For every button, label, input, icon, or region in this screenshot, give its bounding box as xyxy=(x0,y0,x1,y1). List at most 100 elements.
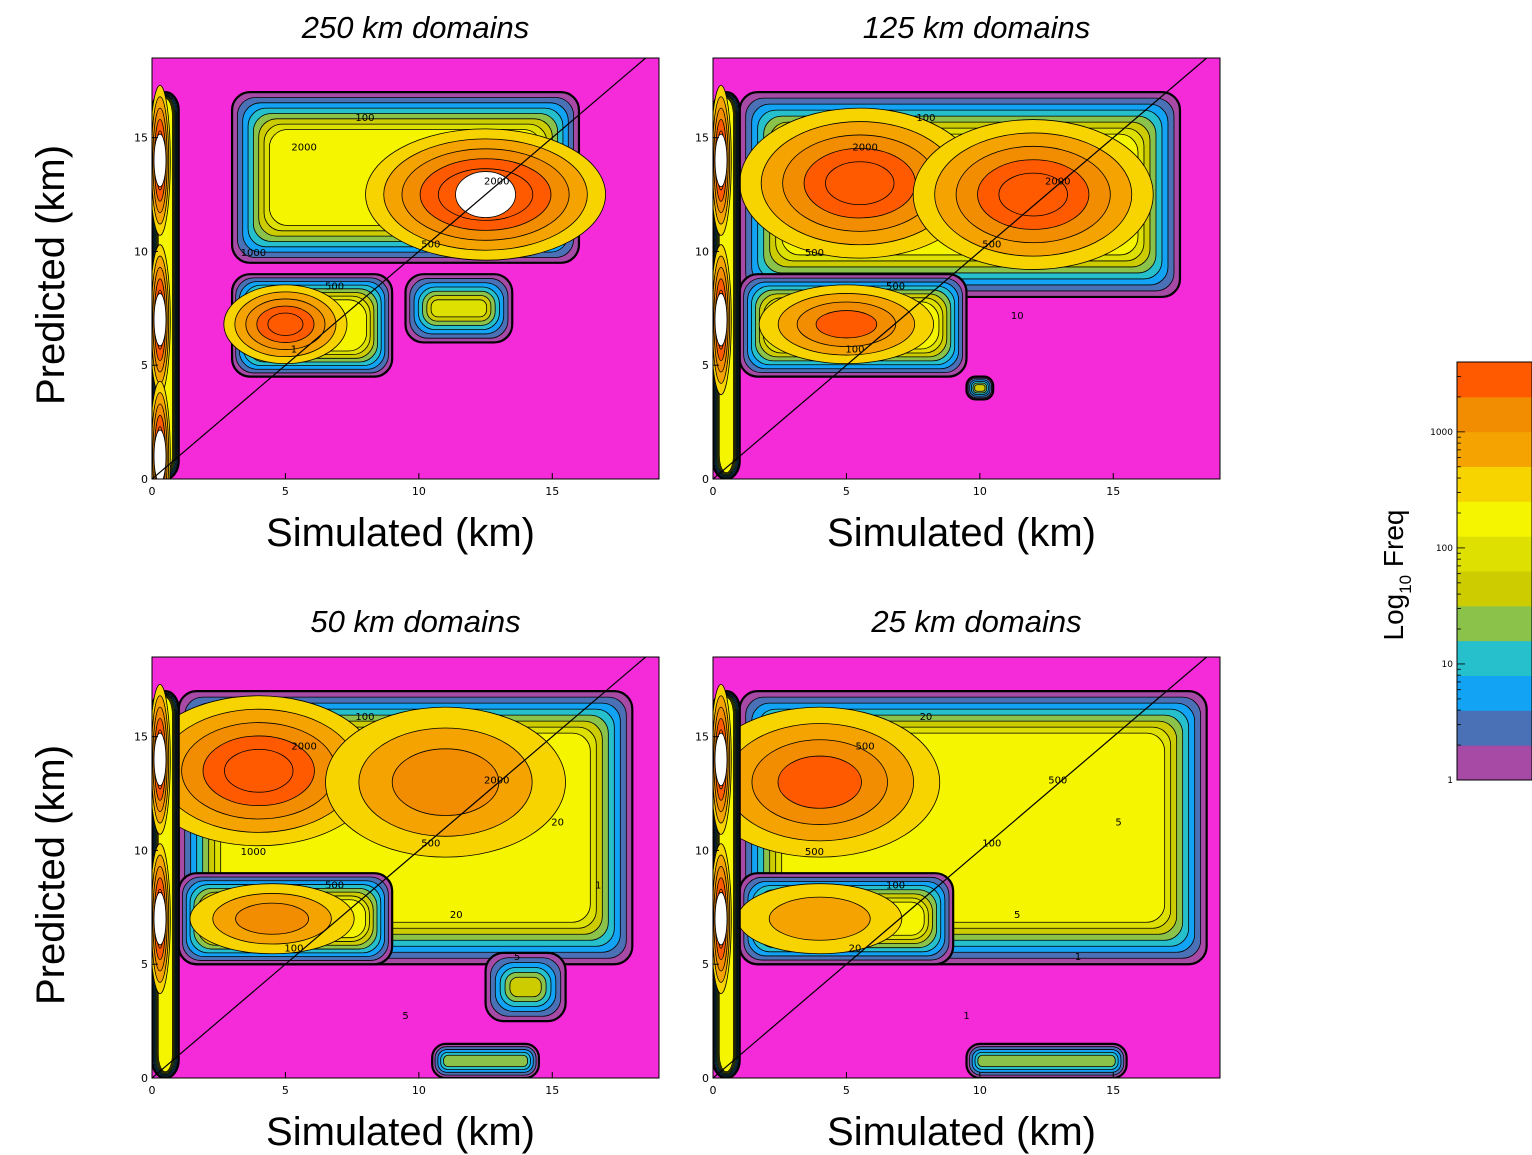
contour-label: 500 xyxy=(856,742,875,753)
x-tick-label: 15 xyxy=(545,485,559,498)
contour-peak xyxy=(777,755,862,809)
region-4 xyxy=(431,1042,541,1078)
ylabel-top: Predicted (km) xyxy=(29,145,73,405)
contour-label: 2000 xyxy=(1045,176,1070,187)
colorbar: 1 10 100 1000 xyxy=(1430,361,1532,786)
colorbar-band xyxy=(1457,640,1532,676)
contour-label: 1000 xyxy=(241,847,266,858)
colorbar-band xyxy=(1457,605,1532,642)
contour-label: 1 xyxy=(1075,952,1081,963)
contour-label: 100 xyxy=(284,944,303,955)
contour-label: 100 xyxy=(845,345,864,356)
contour-label: 500 xyxy=(325,282,344,293)
contour-label: 1 xyxy=(963,1011,969,1022)
colorbar-band xyxy=(1457,536,1532,572)
contour-label: 10 xyxy=(1011,311,1024,322)
region-3 xyxy=(484,951,567,1023)
y-tick-label: 0 xyxy=(702,473,709,486)
contour-max xyxy=(153,892,167,946)
contour-label: 500 xyxy=(421,838,440,849)
region-5 xyxy=(152,684,180,1078)
x-tick-label: 0 xyxy=(710,485,717,498)
colorbar-title-main: Log xyxy=(1378,594,1409,641)
region-2 xyxy=(737,872,955,966)
contour-field: 2000 2000 500 500 500 100 100 10 xyxy=(713,58,1208,479)
y-tick-label: 10 xyxy=(134,844,148,857)
colorbar-tick-label: 100 xyxy=(1436,544,1453,554)
contour-max xyxy=(153,732,167,787)
panel-title: 50 km domains xyxy=(310,604,520,639)
contour-field: 2000 2000 1000 500 500 100 1 xyxy=(152,58,647,479)
contour-band xyxy=(977,1054,1116,1068)
contour-label: 2000 xyxy=(484,775,509,786)
contour-label: 20 xyxy=(920,712,933,723)
contour-peak xyxy=(391,748,500,816)
contour-band xyxy=(974,384,986,392)
region-3 xyxy=(965,1042,1128,1078)
contour-label: 100 xyxy=(916,113,935,124)
x-tick-label: 5 xyxy=(843,485,850,498)
x-tick-label: 10 xyxy=(412,1084,426,1097)
y-tick-label: 15 xyxy=(695,731,709,744)
colorbar-title-suffix: Freq xyxy=(1378,510,1409,575)
contour-label: 5 xyxy=(402,1011,408,1022)
contour-label: 1 xyxy=(291,345,297,356)
colorbar-band xyxy=(1457,710,1532,746)
contour-max xyxy=(153,133,167,188)
region-2 xyxy=(223,273,394,378)
y-tick-label: 15 xyxy=(134,731,148,744)
contour-label: 2000 xyxy=(291,143,316,154)
region-1 xyxy=(230,91,606,264)
y-tick-label: 5 xyxy=(702,359,709,372)
region-4 xyxy=(713,85,741,479)
contour-label: 5 xyxy=(514,952,520,963)
x-tick-label: 5 xyxy=(282,1084,289,1097)
contour-label: 20 xyxy=(551,817,564,828)
contour-band xyxy=(509,976,542,998)
contour-label: 100 xyxy=(355,113,374,124)
contour-band xyxy=(443,1054,528,1068)
x-tick-label: 15 xyxy=(1106,485,1120,498)
contour-label: 500 xyxy=(886,282,905,293)
panel-title: 125 km domains xyxy=(863,10,1090,45)
x-tick-label: 10 xyxy=(973,485,987,498)
x-axis-label: Simulated (km) xyxy=(266,511,535,555)
y-tick-label: 5 xyxy=(141,958,148,971)
contour-label: 500 xyxy=(325,881,344,892)
contour-peak xyxy=(235,902,309,935)
contour-label: 1000 xyxy=(241,248,266,259)
colorbar-tick-label: 1000 xyxy=(1430,428,1453,438)
colorbar-band xyxy=(1457,431,1532,467)
contour-peak xyxy=(825,161,895,205)
plot-frame xyxy=(151,57,660,480)
contour-max xyxy=(714,293,728,347)
contour-label: 500 xyxy=(982,239,1001,250)
y-tick-label: 15 xyxy=(695,132,709,145)
colorbar-band xyxy=(1457,466,1532,502)
region-1 xyxy=(738,91,1182,299)
contour-max xyxy=(714,732,728,787)
plot-frame xyxy=(151,656,660,1079)
contour-field: 500 500 500 100 100 20 20 5 5 1 1 xyxy=(713,657,1208,1078)
y-tick-label: 0 xyxy=(141,473,148,486)
y-tick-label: 0 xyxy=(702,1072,709,1085)
plot-frame xyxy=(712,656,1221,1079)
panel-title: 25 km domains xyxy=(870,604,1081,639)
contour-label: 500 xyxy=(805,847,824,858)
region-2 xyxy=(177,872,394,966)
contour-label: 1 xyxy=(595,881,601,892)
one-to-one-line xyxy=(713,657,1208,1078)
contour-label: 2000 xyxy=(291,742,316,753)
contour-label: 2000 xyxy=(484,176,509,187)
region-4 xyxy=(152,85,180,479)
region-3 xyxy=(965,375,995,401)
x-tick-label: 10 xyxy=(973,1084,987,1097)
contour-label: 2000 xyxy=(852,143,877,154)
contour-peak xyxy=(768,896,871,941)
colorbar-band xyxy=(1457,571,1532,607)
contour-label: 20 xyxy=(849,944,862,955)
